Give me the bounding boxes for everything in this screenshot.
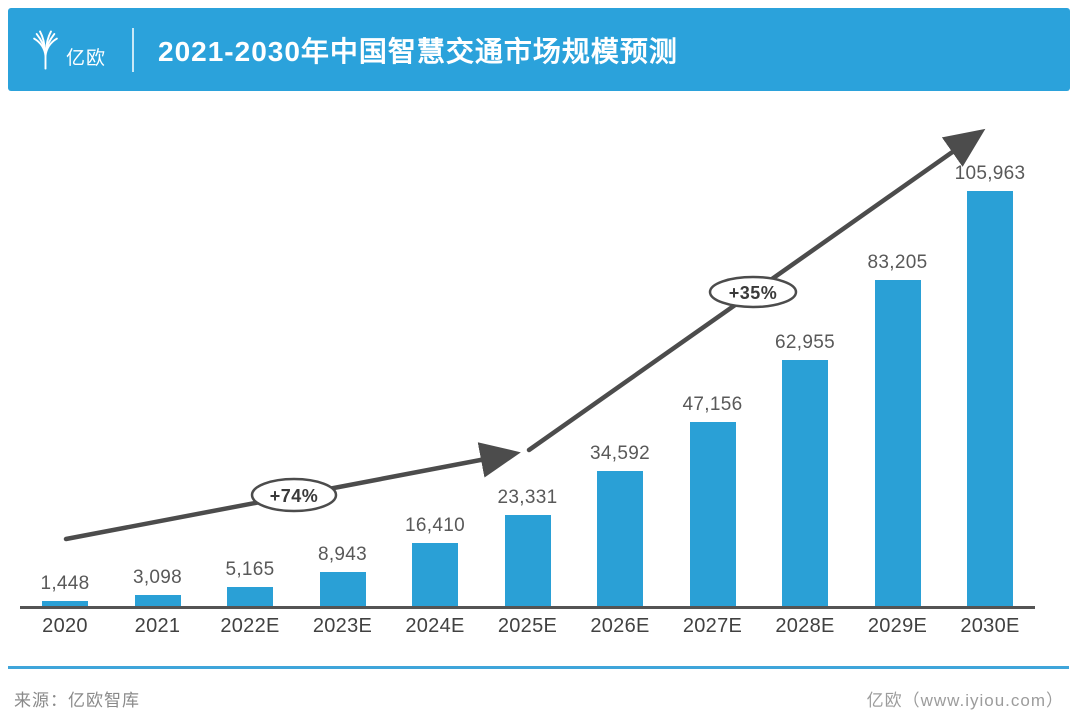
bar-value-label: 23,331 <box>497 487 558 508</box>
bar-value-label: 34,592 <box>590 443 650 464</box>
footer-brand: 亿欧（www.iyiou.com） <box>866 691 1064 710</box>
bar-value-label: 8,943 <box>317 544 368 565</box>
bar-value-label: 105,963 <box>954 163 1026 184</box>
bar-value-label: 83,205 <box>867 252 928 273</box>
growth-badge-2 <box>708 275 798 309</box>
x-tick-label: 2020 <box>42 615 88 637</box>
iyiou-logo: 亿欧 <box>32 29 106 71</box>
bar-2027E <box>689 422 736 607</box>
bar-2029E <box>874 280 921 607</box>
growth-badge-1-label: +74% <box>270 486 319 506</box>
x-tick-label: 2026E <box>590 615 650 637</box>
bar-2026E <box>597 471 643 607</box>
logo-wordmark: 亿欧 <box>66 47 107 69</box>
bar-value-label: 16,410 <box>405 515 465 536</box>
bar-2024E <box>412 543 458 607</box>
bar-2023E <box>319 572 366 607</box>
x-tick-label: 2024E <box>405 615 465 637</box>
x-axis-line <box>20 606 1035 609</box>
header-divider <box>132 27 135 72</box>
bar-2020 <box>42 601 88 607</box>
bar-2028E <box>782 360 828 607</box>
x-tick-label: 2023E <box>312 615 373 637</box>
x-tick-label: 2025E <box>497 615 558 637</box>
bar-value-label: 1,448 <box>40 573 90 594</box>
iyiou-tree-icon <box>33 29 58 70</box>
bar-value-label: 62,955 <box>775 332 835 353</box>
growth-badge-1 <box>250 477 338 513</box>
footer-source: 来源：亿欧智库 <box>14 691 140 710</box>
bar-2030E <box>967 191 1013 607</box>
header-banner: 亿欧 2021-2030年中国智慧交通市场规模预测 <box>8 8 1070 91</box>
bar-value-label: 5,165 <box>225 559 275 580</box>
page-title: 2021-2030年中国智慧交通市场规模预测 <box>158 35 678 67</box>
x-tick-label: 2028E <box>775 615 835 637</box>
x-tick-label: 2022E <box>220 615 280 637</box>
x-tick-label: 2029E <box>867 615 928 637</box>
bar-value-label: 3,098 <box>132 567 183 588</box>
bar-2021 <box>134 595 181 607</box>
bar-value-label: 47,156 <box>682 394 743 415</box>
footer-divider <box>8 666 1069 669</box>
x-tick-label: 2027E <box>682 615 743 637</box>
growth-badge-2-label: +35% <box>729 283 778 303</box>
x-tick-label: 2021 <box>134 615 181 637</box>
bar-2022E <box>227 587 273 607</box>
x-tick-label: 2030E <box>960 615 1020 637</box>
bar-2025E <box>504 515 551 607</box>
